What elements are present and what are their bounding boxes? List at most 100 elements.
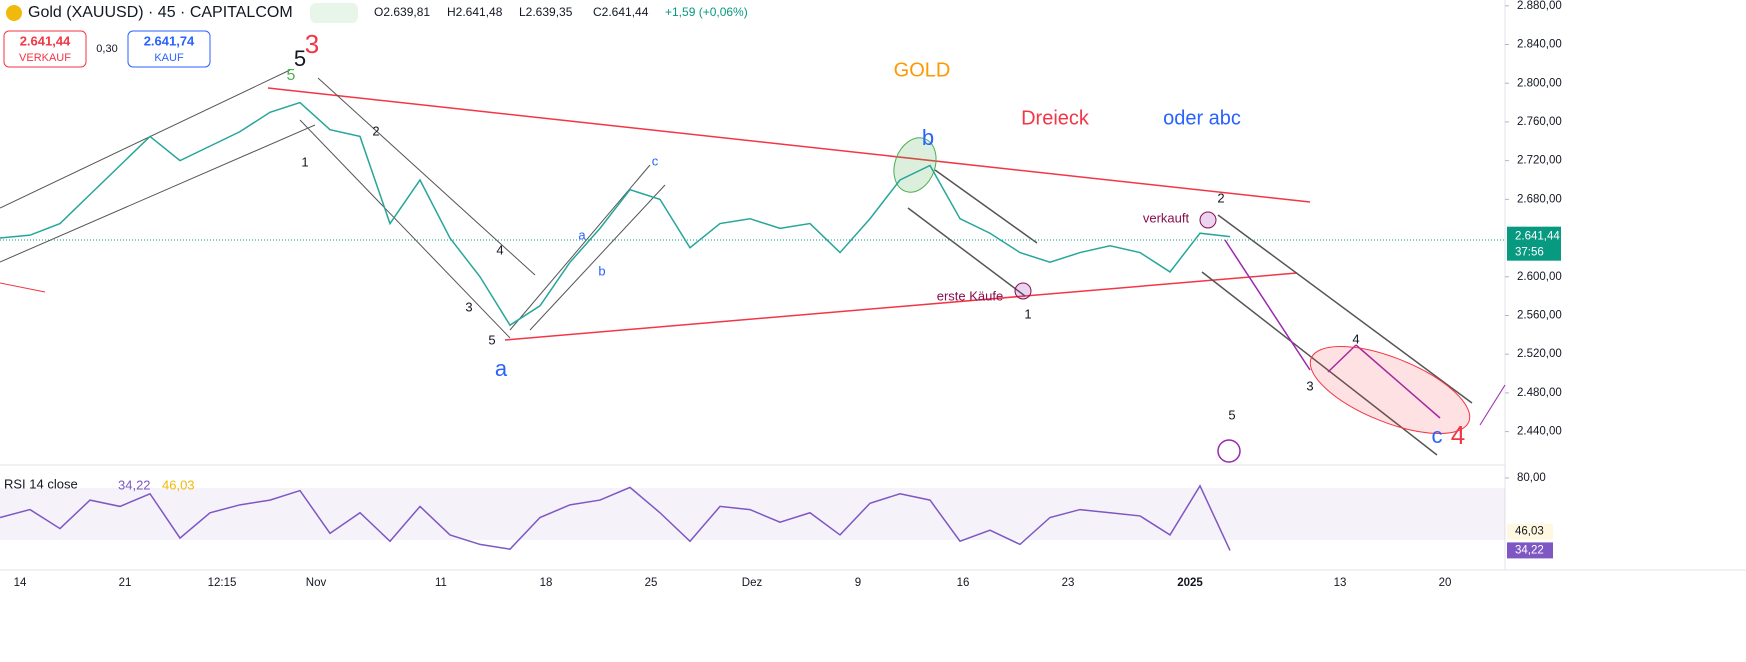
channel (317, 77, 536, 276)
highlight (1014, 282, 1032, 300)
buy-label: KAUF (154, 52, 184, 64)
y-tick-label: 2.840,00 (1517, 39, 1562, 51)
rsi-label: RSI 14 close (4, 476, 78, 491)
channel (299, 119, 511, 339)
annotation: oder abc (1163, 107, 1241, 129)
ohlc-low: L2.639,35 (519, 5, 573, 19)
rsi-value-label: 34,22 (1515, 544, 1544, 556)
triangle-lower (504, 272, 1298, 341)
rsi-band (0, 488, 1505, 540)
x-tick-label: Dez (742, 577, 763, 589)
channel (907, 207, 1026, 297)
x-tick-label: 2025 (1177, 577, 1203, 589)
x-tick-label: 16 (957, 577, 970, 589)
channel (529, 184, 666, 331)
rsi-legend-value: 34,22 (118, 477, 151, 492)
channel (1201, 271, 1438, 456)
y-tick-label: 2.880,00 (1517, 0, 1562, 12)
x-tick-label: 23 (1062, 577, 1075, 589)
x-tick-label: Nov (306, 577, 327, 589)
x-tick-label: 12:15 (208, 577, 237, 589)
annotation: 5 (287, 67, 296, 84)
price-line (0, 484, 1231, 551)
annotation: 2 (1217, 190, 1224, 205)
annotation: 1 (301, 154, 308, 169)
annotation: c (1432, 423, 1443, 448)
projection (1224, 239, 1311, 371)
y-tick-label: 2.560,00 (1517, 310, 1562, 322)
last-price-label: 2.641,44 (1515, 231, 1560, 243)
annotation: b (598, 263, 605, 278)
annotation: 4 (496, 242, 503, 257)
x-tick-label: 20 (1439, 577, 1452, 589)
ohlc-close: C2.641,44 (593, 5, 649, 19)
channel (934, 169, 1038, 244)
x-tick-label: 21 (119, 577, 132, 589)
annotation: 4 (1352, 331, 1359, 346)
annotation: 5 (1228, 407, 1235, 422)
y-tick-label: 2.480,00 (1517, 387, 1562, 399)
annotation: a (578, 227, 586, 242)
rsi-ma-box (1507, 523, 1553, 540)
price-line (0, 101, 1231, 327)
y-tick-label: 2.600,00 (1517, 271, 1562, 283)
annotation: verkauft (1143, 210, 1190, 225)
y-tick-label: 2.720,00 (1517, 155, 1562, 167)
annotation: 3 (1306, 378, 1313, 393)
sell-label: VERKAUF (19, 52, 71, 64)
channel (0, 69, 291, 209)
rsi-value-box (1507, 542, 1553, 559)
annotation: 2 (372, 123, 379, 138)
projection (1479, 384, 1506, 426)
x-tick-label: 14 (14, 577, 27, 589)
status-badge (310, 3, 358, 23)
background (0, 0, 1746, 595)
chart: Gold (XAUUSD) · 45 · CAPITALCOM O2.639,8… (0, 0, 1746, 595)
y-tick-label: 2.800,00 (1517, 77, 1562, 89)
projection (1355, 344, 1441, 419)
projection (1327, 344, 1357, 373)
annotation: GOLD (894, 59, 951, 81)
channel (509, 164, 651, 331)
countdown: 37:56 (1515, 247, 1544, 259)
symbol-title: Gold (XAUUSD) · 45 · CAPITALCOM (28, 4, 293, 21)
annotation: 3 (305, 29, 319, 59)
line (0, 282, 46, 293)
annotation: c (652, 153, 659, 168)
channel (1217, 214, 1473, 404)
channel (0, 124, 316, 263)
annotation: 3 (465, 299, 472, 314)
annotation: a (495, 356, 508, 381)
annotation: 1 (1024, 306, 1031, 321)
rsi-tick-label: 80,00 (1517, 472, 1546, 484)
annotation: 4 (1451, 420, 1465, 450)
spread: 0,30 (96, 43, 117, 55)
annotation: erste Käufe (937, 288, 1004, 303)
x-tick-label: 25 (645, 577, 658, 589)
y-tick-label: 2.440,00 (1517, 426, 1562, 438)
y-tick-label: 2.760,00 (1517, 116, 1562, 128)
highlight (1199, 211, 1217, 229)
ohlc-high: H2.641,48 (447, 5, 503, 19)
last-price-box (1507, 226, 1561, 261)
y-tick-label: 2.520,00 (1517, 348, 1562, 360)
drawings (0, 69, 1506, 463)
x-tick-label: 18 (540, 577, 553, 589)
annotation: Dreieck (1021, 107, 1090, 129)
buy-button[interactable] (127, 30, 211, 68)
annotation: 5 (488, 332, 495, 347)
y-tick-label: 2.680,00 (1517, 193, 1562, 205)
x-tick-label: 11 (435, 577, 447, 589)
annotation: b (922, 125, 934, 150)
symbol-icon (6, 5, 22, 21)
rsi-legend-ma: 46,03 (162, 477, 195, 492)
rsi-ma-label: 46,03 (1515, 526, 1544, 538)
annotation: 5 (294, 46, 306, 71)
alert-icon[interactable] (1217, 439, 1241, 463)
sell-button[interactable] (3, 30, 87, 68)
target-zone (1309, 345, 1471, 435)
triangle-upper (267, 87, 1311, 203)
ohlc-open: O2.639,81 (374, 5, 430, 19)
buy-price: 2.641,74 (144, 33, 195, 48)
x-tick-label: 9 (855, 577, 861, 589)
